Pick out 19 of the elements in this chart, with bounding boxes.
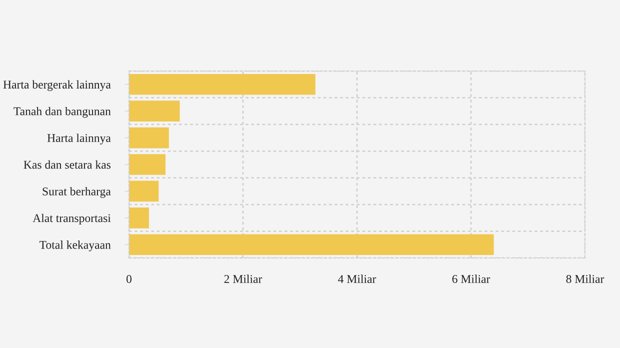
x-tick-label: 2 Miliar	[224, 274, 262, 283]
y-tick-label: Kas dan setara kas	[24, 160, 111, 169]
x-tick-label: 6 Miliar	[452, 274, 490, 283]
x-tick-label: 0	[126, 275, 132, 283]
bar	[129, 208, 149, 228]
bar	[129, 234, 494, 256]
bar	[129, 100, 180, 122]
y-tick-label: Alat transportasi	[32, 214, 111, 225]
y-tick-label: Tanah dan bangunan	[14, 106, 111, 118]
y-tick-label: Total kekayaan	[40, 240, 111, 252]
y-tick-label: Harta lainnya	[47, 134, 111, 144]
bar	[129, 180, 159, 202]
y-tick-label: Surat berharga	[42, 187, 111, 198]
x-tick-label: 4 Miliar	[338, 274, 376, 283]
y-tick-label: Harta bergerak lainnya	[3, 80, 111, 91]
x-tick-label: 8 Miliar	[566, 274, 604, 283]
bar	[129, 127, 169, 148]
bar	[129, 154, 166, 175]
bar	[129, 74, 316, 95]
